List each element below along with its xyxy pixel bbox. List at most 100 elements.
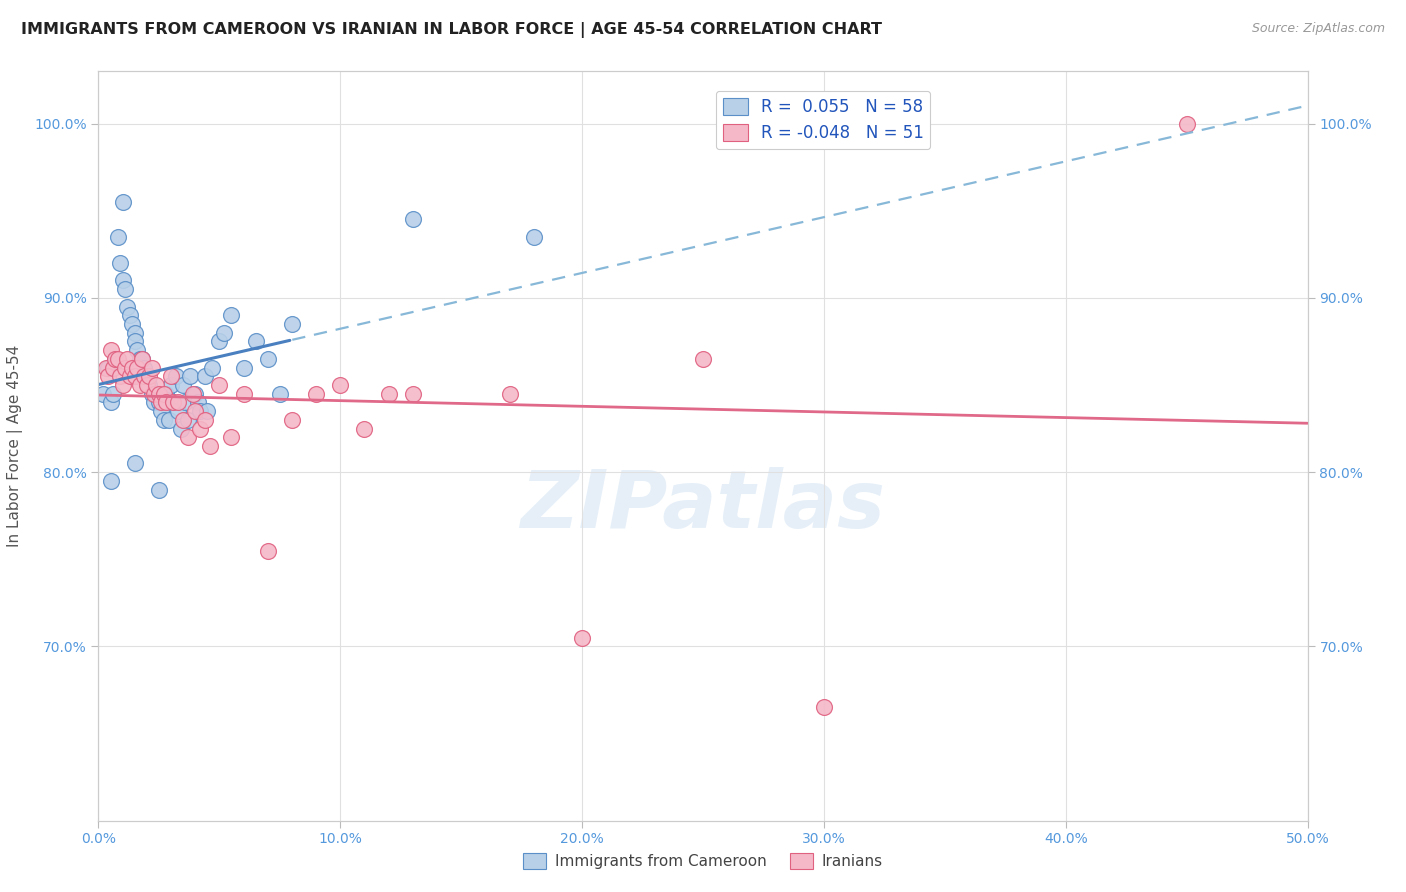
- Point: [145, 378, 167, 392]
- Point: [111, 378, 134, 392]
- Point: [114, 282, 136, 296]
- Point: [402, 212, 425, 227]
- Point: [184, 404, 207, 418]
- Point: [181, 386, 204, 401]
- Point: [111, 195, 134, 210]
- Point: [97, 360, 120, 375]
- Point: [377, 386, 399, 401]
- Point: [124, 369, 146, 384]
- Point: [212, 326, 235, 340]
- Point: [143, 395, 166, 409]
- Point: [127, 343, 149, 358]
- Point: [138, 369, 160, 384]
- Point: [100, 343, 122, 358]
- Point: [208, 334, 231, 349]
- Point: [188, 421, 211, 435]
- Point: [188, 404, 211, 418]
- Point: [162, 395, 184, 409]
- Point: [131, 351, 153, 366]
- Point: [128, 351, 150, 366]
- Point: [305, 386, 328, 401]
- Text: IMMIGRANTS FROM CAMEROON VS IRANIAN IN LABOR FORCE | AGE 45-54 CORRELATION CHART: IMMIGRANTS FROM CAMEROON VS IRANIAN IN L…: [21, 22, 882, 38]
- Point: [148, 483, 170, 497]
- Point: [221, 308, 243, 322]
- Point: [97, 369, 120, 384]
- Point: [150, 404, 173, 418]
- Point: [124, 457, 146, 471]
- Point: [145, 386, 167, 401]
- Point: [256, 351, 278, 366]
- Point: [177, 413, 200, 427]
- Point: [177, 430, 200, 444]
- Point: [117, 300, 139, 314]
- Point: [150, 395, 173, 409]
- Point: [256, 543, 278, 558]
- Point: [692, 351, 714, 366]
- Point: [195, 404, 218, 418]
- Point: [108, 369, 131, 384]
- Point: [94, 360, 117, 375]
- Point: [169, 421, 191, 435]
- Point: [162, 395, 184, 409]
- Point: [329, 378, 352, 392]
- Point: [160, 378, 183, 392]
- Point: [523, 230, 546, 244]
- Point: [160, 369, 183, 384]
- Point: [148, 395, 170, 409]
- Point: [172, 413, 194, 427]
- Point: [232, 386, 254, 401]
- Legend: R =  0.055   N = 58, R = -0.048   N = 51: R = 0.055 N = 58, R = -0.048 N = 51: [716, 91, 931, 149]
- Y-axis label: In Labor Force | Age 45-54: In Labor Force | Age 45-54: [7, 345, 22, 547]
- Point: [107, 351, 129, 366]
- Point: [135, 378, 157, 392]
- Point: [167, 404, 190, 418]
- Point: [498, 386, 520, 401]
- Point: [101, 386, 124, 401]
- Point: [131, 351, 153, 366]
- Point: [201, 360, 224, 375]
- Point: [148, 386, 170, 401]
- Point: [104, 351, 127, 366]
- Point: [174, 395, 197, 409]
- Point: [141, 360, 163, 375]
- Point: [269, 386, 291, 401]
- Point: [121, 360, 143, 375]
- Point: [281, 317, 304, 331]
- Point: [187, 395, 209, 409]
- Point: [194, 413, 217, 427]
- Point: [138, 378, 160, 392]
- Point: [118, 369, 141, 384]
- Point: [104, 351, 127, 366]
- Text: Source: ZipAtlas.com: Source: ZipAtlas.com: [1251, 22, 1385, 36]
- Point: [101, 360, 124, 375]
- Point: [165, 369, 187, 384]
- Point: [111, 273, 134, 287]
- Point: [152, 413, 174, 427]
- Point: [198, 439, 221, 453]
- Point: [402, 386, 425, 401]
- Point: [1175, 117, 1198, 131]
- Point: [128, 378, 150, 392]
- Point: [134, 360, 156, 375]
- Point: [134, 369, 156, 384]
- Point: [179, 369, 201, 384]
- Point: [221, 430, 243, 444]
- Point: [91, 386, 114, 401]
- Point: [232, 360, 254, 375]
- Point: [152, 386, 174, 401]
- Point: [107, 230, 129, 244]
- Point: [135, 369, 157, 384]
- Point: [184, 386, 207, 401]
- Point: [208, 378, 231, 392]
- Point: [143, 386, 166, 401]
- Point: [118, 308, 141, 322]
- Point: [194, 369, 217, 384]
- Point: [127, 360, 149, 375]
- Point: [108, 256, 131, 270]
- Point: [172, 378, 194, 392]
- Point: [135, 378, 157, 392]
- Point: [167, 395, 190, 409]
- Text: ZIPatlas: ZIPatlas: [520, 467, 886, 545]
- Point: [117, 351, 139, 366]
- Point: [245, 334, 267, 349]
